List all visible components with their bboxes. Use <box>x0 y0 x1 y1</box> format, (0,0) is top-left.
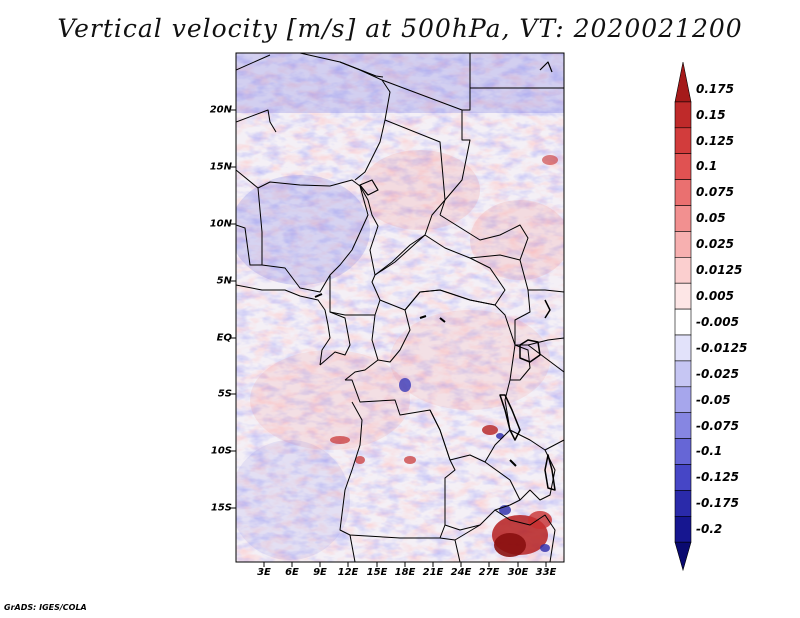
colorbar-label: 0.175 <box>696 82 734 96</box>
colorbar-swatch <box>674 231 692 258</box>
colorbar-swatch <box>674 127 692 155</box>
colorbar <box>674 61 692 572</box>
lat-label-15s: 15S <box>210 502 232 514</box>
colorbar-label: 0.125 <box>696 134 734 148</box>
country-borders <box>236 53 564 562</box>
colorbar-swatch <box>674 490 692 517</box>
lat-label-5n: 5N <box>216 275 232 287</box>
lat-label-20n: 20N <box>209 104 232 116</box>
lon-label-15e: 15E <box>366 567 388 578</box>
lat-label-15n: 15N <box>209 161 232 173</box>
lon-label-21e: 21E <box>422 567 444 578</box>
colorbar-swatch <box>674 153 692 180</box>
colorbar-label: -0.125 <box>696 470 739 484</box>
colorbar-swatch <box>674 515 692 543</box>
colorbar-swatch <box>674 360 692 388</box>
colorbar-label: 0.05 <box>696 211 726 225</box>
colorbar-swatch <box>674 308 692 336</box>
lon-label-12e: 12E <box>337 567 359 578</box>
colorbar-swatch <box>674 386 692 413</box>
colorbar-swatch <box>674 61 692 103</box>
colorbar-swatch <box>674 334 692 362</box>
lon-label-33e: 33E <box>535 567 557 578</box>
lon-label-30e: 30E <box>507 567 529 578</box>
colorbar-label: -0.075 <box>696 419 739 433</box>
lon-label-6e: 6E <box>285 567 299 578</box>
colorbar-swatch <box>674 256 692 284</box>
colorbar-label: 0.1 <box>696 159 718 173</box>
colorbar-label: 0.15 <box>696 108 726 122</box>
colorbar-label: -0.025 <box>696 367 739 381</box>
colorbar-swatch <box>674 541 692 572</box>
lon-label-27e: 27E <box>478 567 500 578</box>
colorbar-label: 0.025 <box>696 237 734 251</box>
lat-label-10s: 10S <box>210 445 232 457</box>
map-frame <box>235 52 565 563</box>
colorbar-label: -0.005 <box>696 315 739 329</box>
footer-credit: GrADS: IGES/COLA <box>4 603 87 612</box>
colorbar-swatch <box>674 179 692 206</box>
lon-label-3e: 3E <box>257 567 271 578</box>
colorbar-label: 0.005 <box>696 289 734 303</box>
colorbar-label: 0.075 <box>696 185 734 199</box>
lon-label-24e: 24E <box>450 567 472 578</box>
colorbar-swatch <box>674 282 692 310</box>
colorbar-label: -0.175 <box>696 496 739 510</box>
colorbar-swatch <box>674 464 692 491</box>
lat-label-eq: EQ <box>216 332 232 344</box>
colorbar-swatch <box>674 205 692 232</box>
colorbar-label: -0.2 <box>696 522 723 536</box>
colorbar-label: -0.1 <box>696 444 723 458</box>
colorbar-label: -0.05 <box>696 393 731 407</box>
colorbar-label: 0.0125 <box>696 263 743 277</box>
lon-label-9e: 9E <box>313 567 327 578</box>
colorbar-swatch <box>674 101 692 129</box>
lon-label-18e: 18E <box>394 567 416 578</box>
colorbar-swatch <box>674 412 692 439</box>
colorbar-label: -0.0125 <box>696 341 748 355</box>
colorbar-swatch <box>674 438 692 465</box>
lat-label-10n: 10N <box>209 218 232 230</box>
axis-ticks <box>231 109 547 567</box>
lat-label-5s: 5S <box>217 388 232 400</box>
plot-title: Vertical velocity [m/s] at 500hPa, VT: 2… <box>57 14 743 43</box>
